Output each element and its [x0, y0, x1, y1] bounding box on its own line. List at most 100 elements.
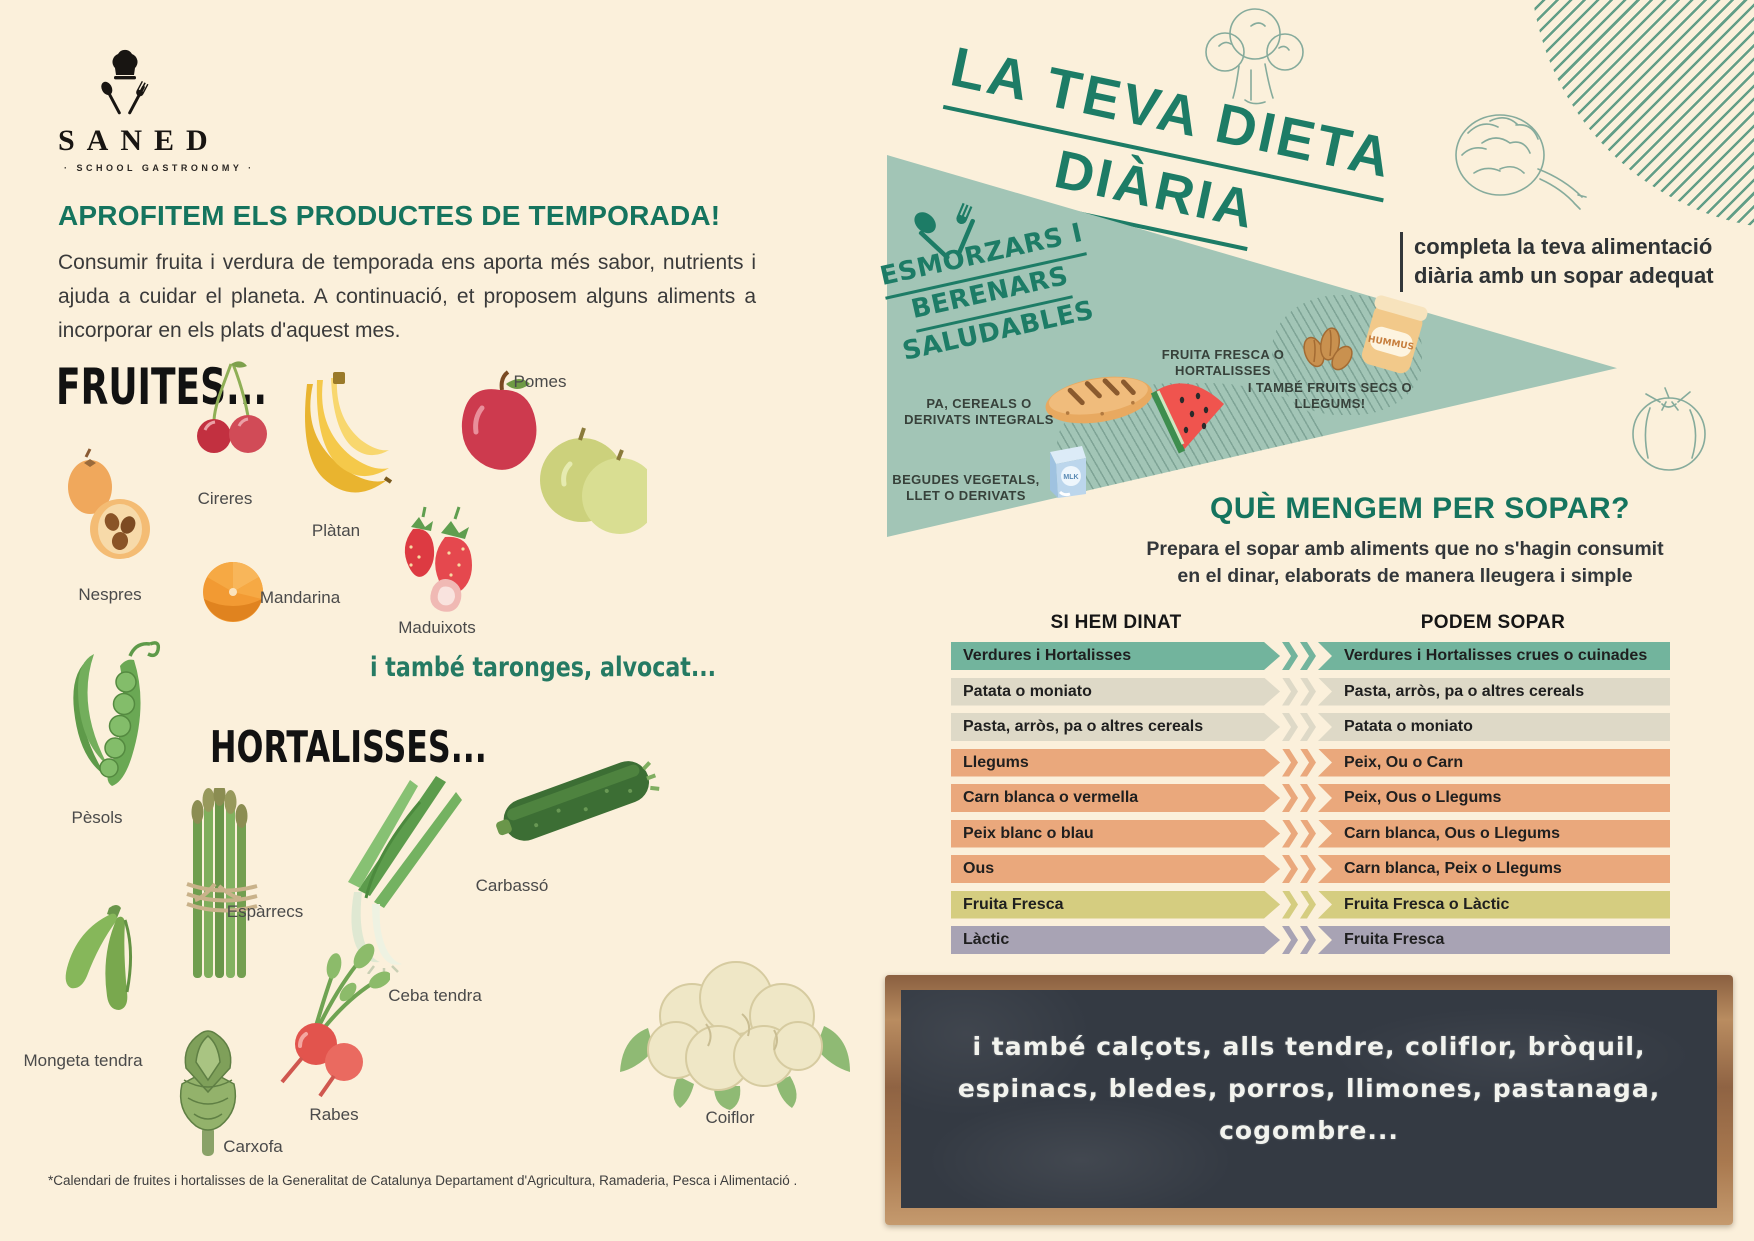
source-footnote: *Calendari de fruites i hortalisses de l…: [48, 1173, 798, 1188]
hummus-jar-icon: HUMMUS: [1361, 295, 1428, 374]
lunch-cell: Fruita Fresca: [951, 891, 1280, 919]
spring-onion-illustration-icon: [348, 776, 462, 974]
tomato-sketch-icon: [1632, 387, 1706, 471]
dinner-cell: Carn blanca, Peix o Llegums: [1317, 855, 1670, 883]
chevron-icon: [1282, 926, 1299, 954]
chalkboard-surface: i també calçots, alls tendre, coliflor, …: [901, 990, 1717, 1208]
chevron-icon: [1300, 748, 1316, 777]
apples-illustration-icon: [461, 370, 647, 534]
lunch-cell: Verdures i Hortalisses: [951, 642, 1280, 670]
chevron-icon: [1282, 713, 1299, 741]
bananas-illustration-icon: [305, 372, 393, 493]
vegetable-label: Pèsols: [71, 808, 123, 827]
chevron-icon: [1282, 748, 1299, 777]
meal-row: Peix blanc o blau Carn blanca, Ous o Lleg…: [951, 819, 1670, 848]
dinner-intro-line1: Prepara el sopar amb aliments que no s'h…: [1146, 538, 1664, 560]
brand-name: SANED: [58, 124, 220, 157]
chevron-icon: [1300, 677, 1316, 706]
mandarin-illustration-icon: [203, 562, 263, 622]
brand-tagline: · SCHOOL GASTRONOMY ·: [64, 163, 255, 173]
meal-row: Patata o moniato Pasta, arròs, pa o altre…: [951, 677, 1670, 706]
dinner-cell: Verdures i Hortalisses crues o cuinades: [1317, 642, 1670, 670]
dinner-cell: Carn blanca, Ous o Llegums: [1317, 819, 1670, 848]
dinner-note: completa la teva alimentació diària amb …: [1414, 232, 1714, 290]
meal-row: Verdures i Hortalisses Verdures i Hortali…: [951, 642, 1670, 670]
broccoli-sketch-icon: [1205, 8, 1304, 105]
vegetable-label: Carxofa: [223, 1137, 283, 1156]
chevron-icon: [1282, 890, 1299, 919]
dinner-note-line2: diària amb un sopar adequat: [1414, 263, 1714, 288]
banner-label-milk: BEGUDES VEGETALS, LLET O DERIVATS: [892, 472, 1040, 504]
almonds-icon: [1303, 327, 1353, 371]
vegetable-label: Ceba tendra: [388, 986, 482, 1005]
peas-illustration-icon: [73, 641, 161, 786]
dinner-cell: Fruita Fresca o Làctic: [1317, 890, 1670, 919]
loquats-illustration-icon: [68, 448, 150, 559]
dinner-intro-line2: en el dinar, elaborats de manera lleuger…: [1177, 565, 1633, 587]
milk-carton-label: MLK: [1063, 474, 1078, 481]
chevron-icon: [1300, 713, 1316, 741]
fruit-label: Nespres: [78, 585, 142, 604]
fruit-label: Pomes: [513, 372, 567, 391]
fruits-extra-note: i també taronges, alvocat...: [370, 652, 717, 683]
lunch-cell: Ous: [951, 855, 1280, 883]
zucchini-illustration-icon: [496, 761, 660, 841]
dinner-intro: Prepara el sopar amb aliments que no s'h…: [1095, 536, 1715, 590]
watermelon-icon: [1150, 383, 1224, 454]
lunch-cell: Pasta, arròs, pa o altres cereals: [951, 713, 1280, 741]
dinner-cell: Peix, Ou o Carn: [1317, 748, 1670, 777]
chevron-icon: [1300, 784, 1316, 812]
meal-row: Làctic Fruita Fresca: [951, 926, 1670, 954]
green-beans-illustration-icon: [65, 905, 133, 1010]
lunch-cell: Peix blanc o blau: [951, 820, 1280, 848]
cherries-illustration-icon: [197, 361, 267, 453]
strawberries-illustration-icon: [404, 506, 472, 612]
chevron-icon: [1282, 855, 1299, 883]
lunch-cell: Llegums: [951, 749, 1280, 777]
chalkboard-line3: cogombre...: [1219, 1116, 1399, 1145]
chevron-icon: [1300, 819, 1316, 848]
lunch-cell: Làctic: [951, 926, 1280, 954]
column-header-lunch: SI HEM DINAT: [1050, 612, 1182, 633]
fruit-label: Mandarina: [259, 588, 341, 607]
chalkboard-line1: i també calçots, alls tendre, coliflor, …: [972, 1032, 1646, 1061]
vegetable-label: Espàrrecs: [226, 902, 304, 921]
meal-row: Fruita Fresca Fruita Fresca o Làctic: [951, 890, 1670, 919]
banner-label-fruit: FRUITA FRESCA O HORTALISSES: [1161, 347, 1285, 379]
asparagus-illustration-icon: [186, 788, 258, 978]
chef-logo-icon: [101, 49, 149, 115]
seasonal-heading: APROFITEM ELS PRODUCTES DE TEMPORADA!: [58, 200, 721, 231]
vegetable-label: Rabes: [309, 1105, 359, 1124]
meal-mapping-table: Verdures i Hortalisses Verdures i Hortali…: [951, 642, 1670, 962]
banner-label-bread: PA, CEREALS O DERIVATS INTEGRALS: [904, 396, 1054, 428]
chevron-icon: [1282, 642, 1299, 670]
lunch-cell: Patata o moniato: [951, 678, 1280, 706]
lunch-cell: Carn blanca o vermella: [951, 784, 1280, 812]
dinner-note-line1: completa la teva alimentació: [1414, 234, 1713, 259]
fruit-label: Maduixots: [398, 618, 476, 637]
bread-icon: [1045, 376, 1153, 424]
artichoke-sketch-icon: [1455, 114, 1587, 210]
chalkboard-line2: espinacs, bledes, porros, llimones, past…: [957, 1074, 1661, 1103]
meal-row: Llegums Peix, Ou o Carn: [951, 748, 1670, 777]
dinner-cell: Patata o moniato: [1317, 713, 1670, 741]
chevron-icon: [1282, 819, 1299, 848]
meal-row: Pasta, arròs, pa o altres cereals Patata …: [951, 713, 1670, 741]
banner-label-nuts: I TAMBÉ FRUITS SECS O LLEGUMS!: [1247, 380, 1413, 412]
chevron-icon: [1300, 926, 1316, 954]
milk-carton-icon: MLK: [1050, 446, 1086, 498]
meal-row: Carn blanca o vermella Peix, Ous o Llegum…: [951, 784, 1670, 812]
dinner-cell: Fruita Fresca: [1317, 926, 1670, 954]
radishes-illustration-icon: [280, 943, 390, 1098]
chevron-icon: [1300, 642, 1316, 670]
fruit-label: Plàtan: [311, 521, 361, 540]
meal-row: Ous Carn blanca, Peix o Llegums: [951, 855, 1670, 883]
vegetable-label: Coiflor: [705, 1108, 755, 1127]
seasonal-intro: Consumir fruita i verdura de temporada e…: [58, 251, 756, 342]
chevron-icon: [1300, 890, 1316, 919]
vegetable-label: Mongeta tendra: [23, 1051, 143, 1070]
chevron-icon: [1300, 855, 1316, 883]
chevron-icon: [1282, 784, 1299, 812]
dinner-heading: QUÈ MENGEM PER SOPAR?: [1210, 492, 1630, 525]
